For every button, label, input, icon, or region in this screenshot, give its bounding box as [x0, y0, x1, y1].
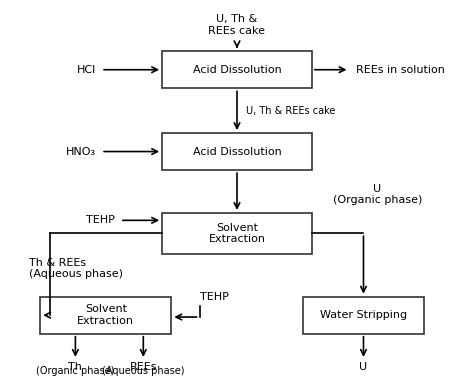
Bar: [162, 51, 312, 88]
Text: U
(Organic phase): U (Organic phase): [333, 184, 422, 205]
Text: U, Th & REEs cake: U, Th & REEs cake: [246, 106, 336, 115]
Text: HNO₃: HNO₃: [66, 147, 97, 157]
Text: Water Stripping: Water Stripping: [320, 310, 407, 320]
Bar: [40, 296, 172, 334]
Text: U, Th &
REEs cake: U, Th & REEs cake: [209, 14, 265, 35]
Text: Th: Th: [68, 362, 82, 372]
Text: REEs in solution: REEs in solution: [356, 65, 446, 75]
Bar: [302, 296, 424, 334]
Bar: [162, 213, 312, 254]
Text: TEHP: TEHP: [200, 292, 228, 302]
Text: REEs: REEs: [129, 362, 157, 372]
Text: TEHP: TEHP: [86, 215, 115, 225]
Text: Acid Dissolution: Acid Dissolution: [192, 147, 282, 157]
Text: HCl: HCl: [77, 65, 97, 75]
Text: Solvent
Extraction: Solvent Extraction: [209, 223, 265, 244]
Text: (Organic phase): (Organic phase): [36, 367, 115, 376]
Bar: [162, 133, 312, 170]
Text: (Aqueous phase): (Aqueous phase): [102, 367, 184, 376]
Text: U: U: [359, 362, 367, 372]
Text: Solvent
Extraction: Solvent Extraction: [77, 304, 134, 326]
Text: Th & REEs
(Aqueous phase): Th & REEs (Aqueous phase): [28, 258, 123, 280]
Text: Acid Dissolution: Acid Dissolution: [192, 65, 282, 75]
